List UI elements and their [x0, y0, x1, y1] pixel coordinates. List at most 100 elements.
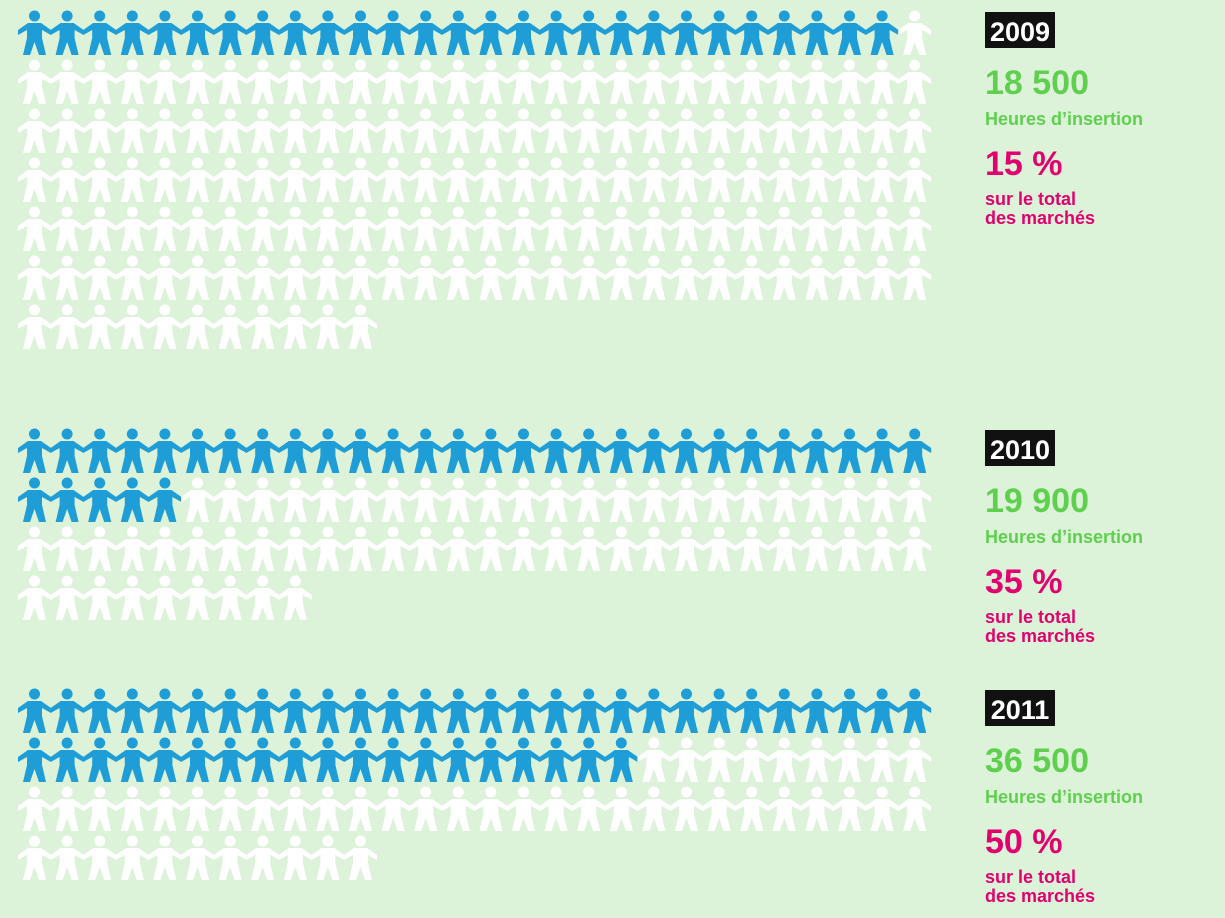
empty-person: [18, 526, 51, 571]
empty-person: [409, 157, 443, 202]
empty-person: [18, 786, 51, 831]
empty-person: [767, 737, 801, 782]
empty-person: [898, 10, 932, 55]
empty-person: [344, 108, 377, 153]
icon-grid: [18, 428, 932, 620]
empty-person: [474, 526, 508, 571]
empty-person: [115, 59, 149, 104]
empty-person: [213, 255, 247, 300]
empty-person: [246, 206, 280, 251]
empty-person: [572, 526, 606, 571]
empty-person: [278, 835, 312, 880]
filled-person: [767, 688, 801, 733]
filled-person: [278, 737, 312, 782]
empty-person: [833, 59, 866, 104]
empty-person: [604, 108, 638, 153]
filled-person: [181, 737, 214, 782]
empty-person: [833, 786, 866, 831]
empty-person: [409, 526, 443, 571]
empty-person: [572, 59, 606, 104]
empty-person: [246, 575, 280, 620]
empty-person: [637, 206, 671, 251]
empty-person: [507, 526, 540, 571]
empty-person: [800, 206, 834, 251]
empty-person: [898, 157, 932, 202]
empty-person: [702, 59, 736, 104]
share-caption: sur le total: [985, 867, 1076, 887]
empty-person: [735, 157, 769, 202]
filled-person: [376, 737, 410, 782]
empty-person: [670, 737, 703, 782]
empty-person: [246, 304, 280, 349]
empty-person: [833, 255, 866, 300]
filled-person: [344, 688, 377, 733]
empty-person: [702, 157, 736, 202]
empty-person: [246, 59, 280, 104]
empty-person: [115, 304, 149, 349]
filled-person: [18, 477, 51, 522]
empty-person: [278, 59, 312, 104]
filled-person: [246, 688, 280, 733]
filled-person: [767, 428, 801, 473]
filled-person: [507, 688, 540, 733]
empty-person: [278, 206, 312, 251]
year-badge: [985, 12, 1055, 48]
empty-person: [311, 835, 345, 880]
filled-person: [311, 428, 345, 473]
empty-person: [148, 575, 182, 620]
empty-person: [670, 255, 703, 300]
empty-person: [865, 477, 899, 522]
empty-person: [115, 108, 149, 153]
hours-caption: Heures d’insertion: [985, 109, 1143, 129]
empty-person: [865, 737, 899, 782]
empty-person: [115, 255, 149, 300]
empty-person: [474, 786, 508, 831]
empty-person: [898, 477, 932, 522]
empty-person: [311, 108, 345, 153]
filled-person: [344, 737, 377, 782]
filled-person: [278, 428, 312, 473]
filled-person: [474, 737, 508, 782]
filled-person: [278, 688, 312, 733]
empty-person: [865, 786, 899, 831]
empty-person: [409, 477, 443, 522]
filled-person: [441, 737, 475, 782]
empty-person: [865, 157, 899, 202]
empty-person: [376, 108, 410, 153]
empty-person: [702, 206, 736, 251]
empty-person: [376, 255, 410, 300]
share-caption: des marchés: [985, 886, 1095, 906]
hours-value: 36 500: [985, 742, 1089, 780]
empty-person: [572, 108, 606, 153]
filled-person: [865, 10, 899, 55]
empty-person: [507, 108, 540, 153]
filled-person: [898, 688, 932, 733]
filled-person: [115, 477, 149, 522]
empty-person: [311, 786, 345, 831]
empty-person: [670, 206, 703, 251]
empty-person: [376, 59, 410, 104]
empty-person: [278, 255, 312, 300]
empty-person: [735, 108, 769, 153]
empty-person: [83, 526, 117, 571]
empty-person: [344, 157, 377, 202]
empty-person: [800, 59, 834, 104]
filled-person: [246, 428, 280, 473]
empty-person: [735, 59, 769, 104]
empty-person: [865, 108, 899, 153]
empty-person: [670, 526, 703, 571]
empty-person: [148, 526, 182, 571]
empty-person: [311, 477, 345, 522]
empty-person: [637, 157, 671, 202]
empty-person: [670, 157, 703, 202]
filled-person: [246, 737, 280, 782]
filled-person: [213, 688, 247, 733]
filled-person: [409, 737, 443, 782]
empty-person: [409, 59, 443, 104]
empty-person: [539, 157, 573, 202]
empty-person: [800, 157, 834, 202]
empty-person: [344, 835, 377, 880]
filled-person: [115, 428, 149, 473]
filled-person: [83, 477, 117, 522]
filled-person: [18, 10, 51, 55]
